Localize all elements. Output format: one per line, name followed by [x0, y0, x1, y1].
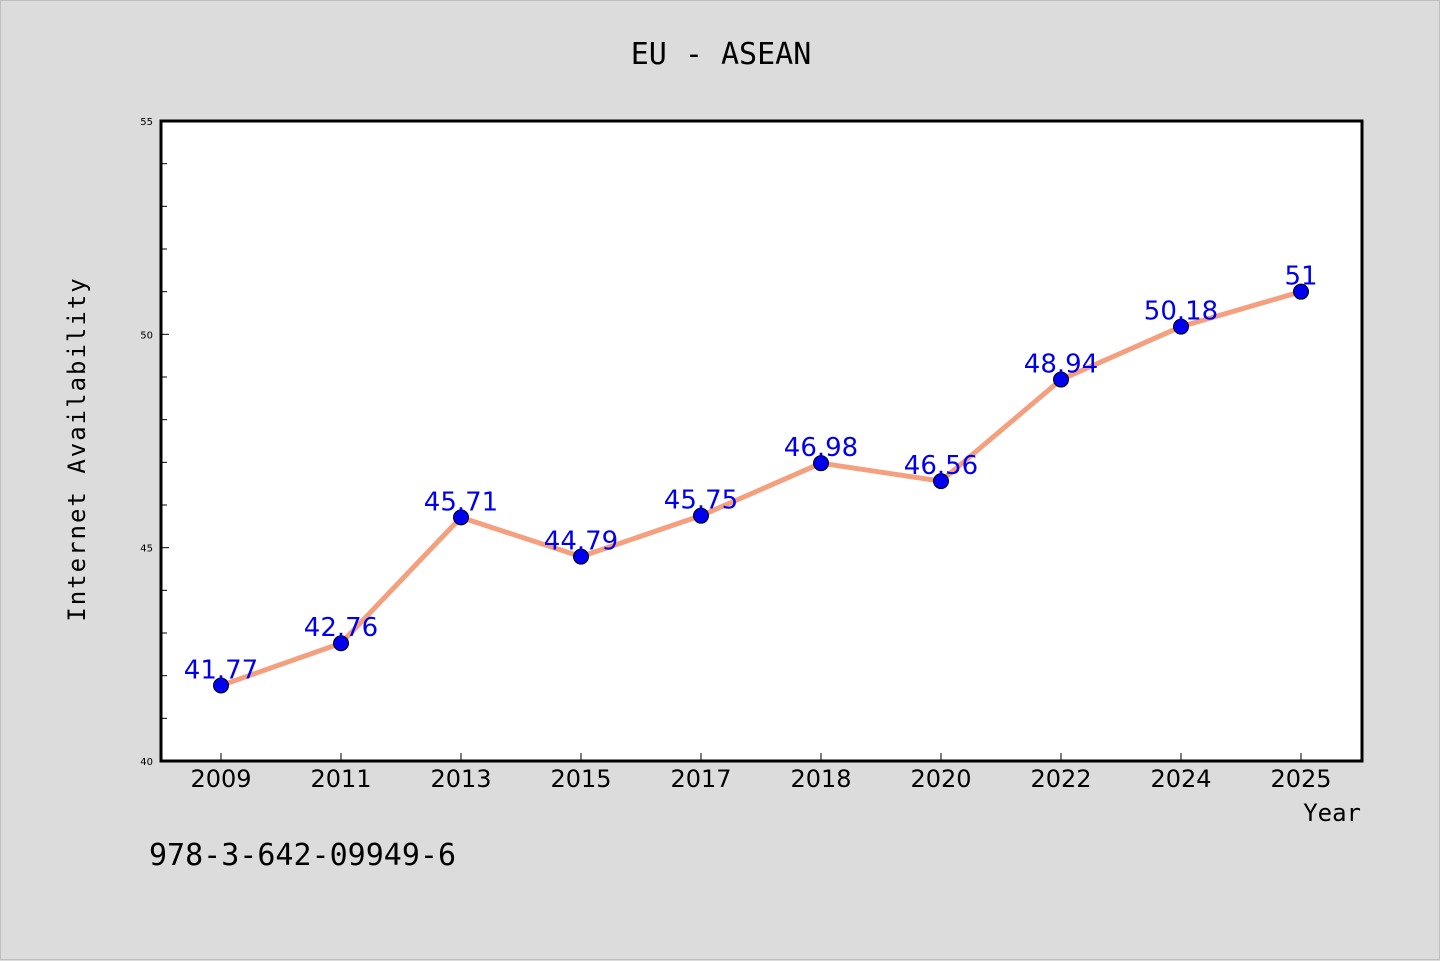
- data-label: 41.77: [184, 655, 258, 685]
- data-label: 50.18: [1144, 297, 1218, 327]
- x-axis-label: Year: [1303, 799, 1361, 827]
- data-labels: 41.77 42.76 45.71 44.79 45.75 46.98 46.56 48.94…: [184, 262, 1318, 686]
- x-tick-label: 2024: [1150, 765, 1211, 793]
- x-tick-label: 2013: [430, 765, 491, 793]
- data-label: 42.76: [304, 613, 378, 643]
- isbn-annotation: 978-3-642-09949-6: [149, 838, 456, 873]
- data-points: [213, 283, 1309, 694]
- data-point: [1053, 371, 1069, 388]
- data-label: 45.71: [424, 487, 498, 517]
- data-label: 48.94: [1024, 350, 1098, 380]
- data-label: 45.75: [664, 486, 738, 516]
- data-point: [693, 507, 709, 524]
- y-tick-label: 45: [140, 544, 153, 555]
- data-point: [813, 455, 829, 472]
- x-tick-label: 2020: [910, 765, 971, 793]
- data-label: 44.79: [544, 527, 618, 557]
- x-tick-label: 2015: [550, 765, 611, 793]
- data-point: [213, 677, 229, 694]
- data-point: [1293, 283, 1309, 300]
- x-axis: 2009 2011 2013 2015 2017 2018 2020 2022 2024 2025: [190, 753, 1332, 793]
- data-label: 46.98: [784, 433, 858, 463]
- data-point: [453, 509, 469, 526]
- y-axis: 40 45 50 55: [140, 117, 169, 768]
- data-point: [333, 635, 349, 652]
- plot-area: [159, 119, 1364, 763]
- x-tick-label: 2011: [310, 765, 371, 793]
- y-tick-label: 55: [140, 117, 153, 128]
- y-tick-label: 50: [140, 330, 153, 341]
- data-label: 46.56: [904, 451, 978, 481]
- y-axis-label: Internet Availability: [63, 276, 91, 621]
- x-tick-label: 2022: [1030, 765, 1091, 793]
- series-line: [218, 289, 1304, 688]
- data-label: 51: [1284, 262, 1317, 292]
- chart-title: EU - ASEAN: [631, 37, 812, 72]
- data-point: [933, 473, 949, 490]
- x-tick-label: 2018: [790, 765, 851, 793]
- data-point: [1173, 318, 1189, 335]
- data-point: [573, 548, 589, 565]
- x-tick-label: 2025: [1270, 765, 1331, 793]
- x-tick-label: 2009: [190, 765, 251, 793]
- x-tick-label: 2017: [670, 765, 731, 793]
- y-tick-label: 40: [140, 757, 153, 768]
